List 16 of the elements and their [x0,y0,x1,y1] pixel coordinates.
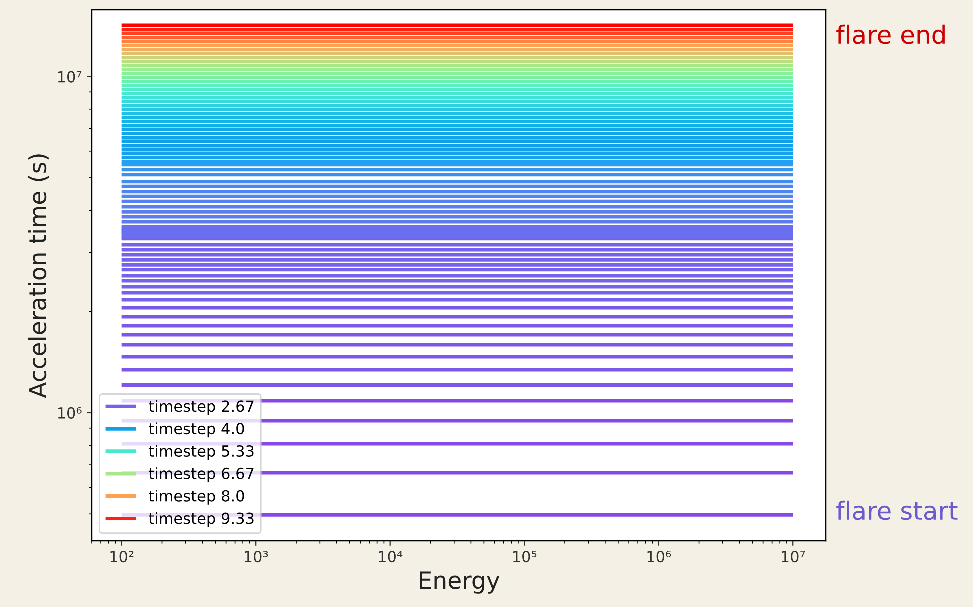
x-tick-label: 10⁴ [379,551,403,563]
legend-label: timestep 4.0 [148,422,244,438]
text: flare start [836,500,958,520]
x-tick-label: 10⁷ [782,551,806,563]
legend-label: timestep 8.0 [148,490,244,505]
x-tick-label: 10³ [244,551,268,563]
legend-label: timestep 6.67 [148,468,254,482]
x-axis-title: Energy [420,572,500,594]
legend-label: timestep 9.33 [148,512,254,528]
x-tick-label: 10⁵ [513,551,537,563]
legend-label: timestep 5.33 [148,445,254,460]
y-axis-title: Acceleration time (s) [28,154,50,398]
legend-label: timestep 2.67 [148,400,254,416]
x-tick-label: 10⁶ [648,551,672,563]
x-tick-label: 10² [110,551,134,563]
text: flare end [836,24,945,44]
